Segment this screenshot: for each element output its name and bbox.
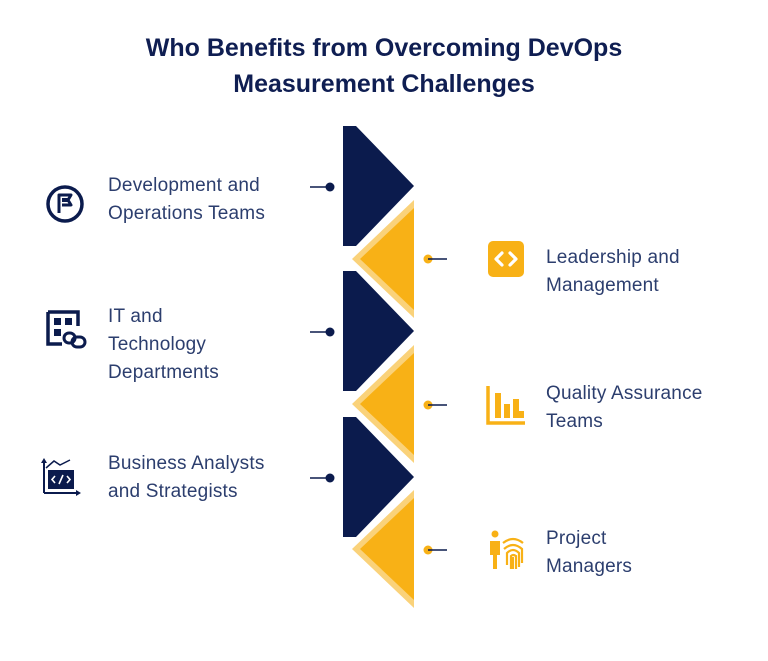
navy-chevron-2 [343,271,414,391]
item-it-departments: IT and Technology Departments [108,303,219,387]
connector-left-1 [310,182,335,192]
item-label-line: Quality Assurance [546,383,703,404]
item-leadership: Leadership and Management [546,244,680,300]
connector-left-3 [310,473,335,483]
page-title: Who Benefits from Overcoming DevOps Meas… [0,30,768,102]
item-label-line: Business Analysts [108,453,265,474]
connector-right-1 [423,254,447,264]
item-quality-assurance: Quality Assurance Teams [546,380,703,436]
code-brackets-icon [488,241,524,277]
connector-right-2 [423,400,447,410]
title-line-1: Who Benefits from Overcoming DevOps [145,34,623,62]
item-label-line: Teams [546,411,603,432]
item-label-line: IT and [108,306,163,327]
dashboard-link-icon [46,310,87,349]
item-label-line: Operations Teams [108,203,266,224]
item-label-line: and Strategists [108,481,238,502]
item-label-line: Management [546,275,659,296]
flag-circle-icon [46,185,84,223]
bar-chart-icon [486,386,525,425]
navy-chevron-1 [343,126,414,246]
title-line-2: Measurement Challenges [233,70,535,98]
connector-left-2 [310,327,335,337]
item-label-line: Managers [546,556,633,577]
fingerprint-person-icon [490,530,524,569]
navy-chevron-3 [343,417,414,537]
item-business-analysts: Business Analysts and Strategists [108,450,265,506]
item-label-line: Departments [108,362,219,383]
item-project-managers: Project Managers [546,525,632,581]
amber-chevron-3 [352,490,414,608]
connector-right-3 [423,545,447,555]
item-label-line: Development and [108,175,260,196]
item-label-line: Leadership and [546,247,680,268]
amber-chevron-2 [352,345,414,463]
item-dev-ops-teams: Development and Operations Teams [108,172,265,228]
item-label-line: Technology [108,334,207,355]
code-chart-icon [41,458,81,496]
amber-chevron-1 [352,200,414,318]
item-label-line: Project [546,528,607,549]
